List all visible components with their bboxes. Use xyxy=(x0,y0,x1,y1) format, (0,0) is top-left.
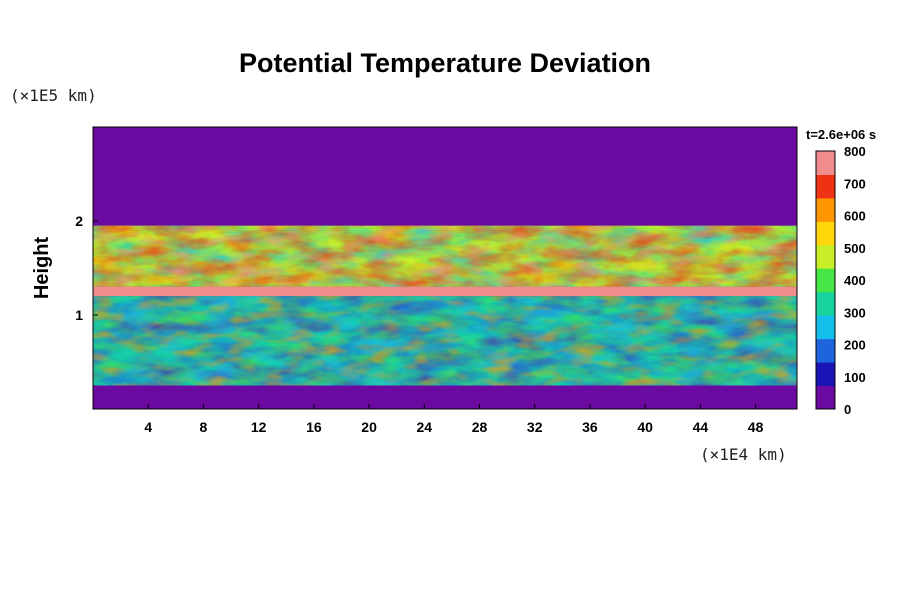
heatmap-plot xyxy=(93,127,797,409)
colorbar-tick-label: 400 xyxy=(844,273,866,288)
colorbar-tick-label: 0 xyxy=(844,402,851,417)
x-tick-label: 48 xyxy=(748,419,764,435)
colorbar-segment xyxy=(816,291,835,316)
y-tick-label: 2 xyxy=(75,213,83,229)
lower-turbulence-layer xyxy=(93,296,797,386)
region-inversion-band xyxy=(93,286,797,297)
colorbar-tick-label: 300 xyxy=(844,305,866,320)
time-label: t=2.6e+06 s xyxy=(806,127,876,142)
colorbar-segment xyxy=(816,268,835,293)
y-axis-label: Height xyxy=(31,237,53,300)
y-tick-label: 1 xyxy=(75,307,83,323)
colorbar-segment xyxy=(816,151,835,175)
colorbar-tick-label: 100 xyxy=(844,370,866,385)
colorbar-frame xyxy=(815,150,836,410)
x-tick-label: 36 xyxy=(582,419,598,435)
colorbar-tick-label: 700 xyxy=(844,176,866,191)
x-tick-label: 32 xyxy=(527,419,543,435)
colorbar-segment xyxy=(816,385,835,410)
colorbar-segment xyxy=(816,338,835,363)
x-tick-label: 12 xyxy=(251,419,267,435)
colorbar-segment xyxy=(816,362,835,387)
x-tick-label: 28 xyxy=(472,419,488,435)
colorbar-segment xyxy=(816,244,835,269)
plot-frame xyxy=(92,126,798,410)
colorbar-segment xyxy=(816,315,835,340)
colorbar-tick-label: 800 xyxy=(844,144,866,159)
colorbar-tick-label: 200 xyxy=(844,338,866,353)
colorbar xyxy=(815,150,836,410)
chart-title: Potential Temperature Deviation xyxy=(239,48,651,78)
y-unit-label: (×1E5 km) xyxy=(10,86,97,105)
x-tick-label: 20 xyxy=(361,419,377,435)
x-tick-label: 24 xyxy=(417,419,433,435)
colorbar-segment xyxy=(816,174,835,199)
x-tick-label: 8 xyxy=(200,419,208,435)
colorbar-tick-label: 600 xyxy=(844,209,866,224)
colorbar-segment xyxy=(816,197,835,222)
region-lower-layer xyxy=(93,385,797,409)
colorbar-tick-label: 500 xyxy=(844,241,866,256)
x-tick-label: 44 xyxy=(693,419,709,435)
x-tick-label: 16 xyxy=(306,419,322,435)
colorbar-segment xyxy=(816,221,835,246)
x-tick-label: 40 xyxy=(637,419,653,435)
colorbar-ticks: 0 100 200 300 400 500 600 700 800 xyxy=(844,144,866,417)
y-axis-ticks: 12 xyxy=(75,213,98,323)
x-axis-ticks: 4 8 12 16 20 24 28 32 36 40 44 48 xyxy=(144,404,764,435)
x-unit-label: (×1E4 km) xyxy=(700,445,787,464)
upper-turbulence-layer xyxy=(93,225,797,287)
x-tick-label: 4 xyxy=(144,419,152,435)
